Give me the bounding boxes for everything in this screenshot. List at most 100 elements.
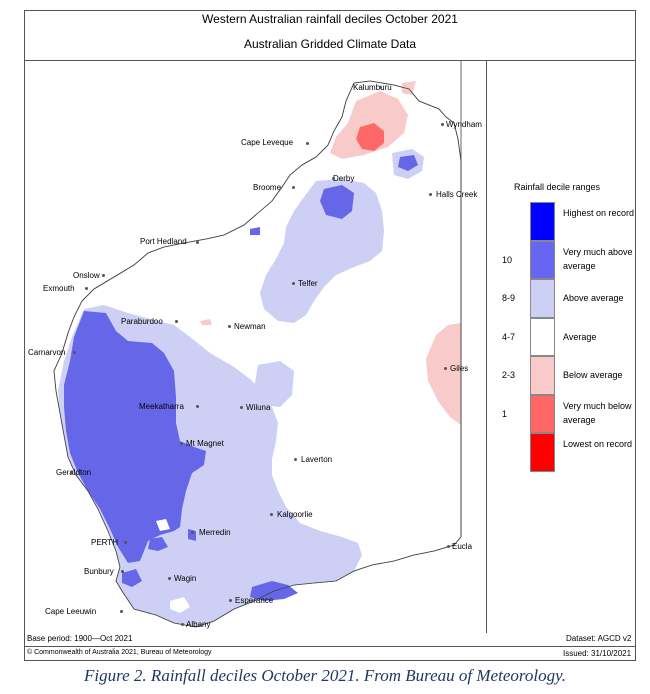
legend-swatch bbox=[530, 317, 555, 356]
average-patch-albany bbox=[170, 597, 190, 613]
place-marker-dot bbox=[181, 623, 184, 626]
place-marker-dot bbox=[73, 351, 76, 354]
very-much-above-average-bunbury bbox=[122, 569, 142, 587]
place-exmouth: Exmouth bbox=[43, 284, 75, 293]
wa-map bbox=[53, 61, 462, 628]
place-marker-dot bbox=[196, 241, 199, 244]
legend-decile-code: 1 bbox=[502, 408, 508, 419]
place-marker-dot bbox=[228, 325, 231, 328]
issued: Issued: 31/10/2021 bbox=[563, 649, 632, 658]
place-laverton: Laverton bbox=[301, 455, 333, 464]
legend-swatch bbox=[530, 433, 555, 472]
place-kalumburu: Kalumburu bbox=[353, 83, 392, 92]
legend-label: Below average bbox=[563, 370, 623, 380]
very-much-above-average-west bbox=[64, 311, 206, 563]
figure-caption: Figure 2. Rainfall deciles October 2021.… bbox=[84, 666, 566, 685]
title-box: Western Australian rainfall deciles Octo… bbox=[24, 10, 636, 61]
place-marker-dot bbox=[85, 287, 88, 290]
place-marker-dot bbox=[196, 405, 199, 408]
place-marker-dot bbox=[292, 282, 295, 285]
legend-swatch bbox=[530, 394, 555, 433]
legend-swatch bbox=[530, 356, 555, 395]
very-much-above-average-derby bbox=[320, 185, 354, 219]
place-cape-leeuwin: Cape Leeuwin bbox=[45, 607, 97, 616]
place-marker-dot bbox=[168, 577, 171, 580]
very-much-above-average-porthedland bbox=[250, 227, 260, 235]
place-mt-magnet: Mt Magnet bbox=[186, 439, 224, 448]
place-port-hedland: Port Hedland bbox=[140, 237, 187, 246]
legend-divider bbox=[486, 61, 487, 633]
legend-label: Lowest on record bbox=[563, 439, 633, 449]
below-average-kalumburu bbox=[402, 81, 416, 95]
legend-label: Very much below average bbox=[563, 400, 632, 425]
place-bunbury: Bunbury bbox=[84, 567, 114, 576]
map-title: Western Australian rainfall deciles Octo… bbox=[202, 12, 458, 26]
place-wagin: Wagin bbox=[174, 574, 197, 583]
place-marker-dot bbox=[229, 599, 232, 602]
place-onslow: Onslow bbox=[73, 271, 100, 280]
wa-coastline bbox=[53, 80, 462, 628]
place-marker-dot bbox=[441, 123, 444, 126]
place-marker-dot bbox=[102, 274, 105, 277]
below-average-giles bbox=[426, 323, 461, 425]
very-much-above-average-merredin bbox=[188, 529, 196, 541]
place-marker-dot bbox=[191, 531, 194, 534]
place-eucla: Eucla bbox=[452, 542, 473, 551]
place-marker-dot bbox=[175, 320, 178, 323]
place-halls-creek: Halls Creek bbox=[436, 190, 478, 199]
place-marker-dot bbox=[121, 570, 124, 573]
legend-label: Very much above average bbox=[563, 246, 633, 271]
place-marker-dot bbox=[447, 545, 450, 548]
place-marker-dot bbox=[120, 610, 123, 613]
place-marker-dot bbox=[292, 186, 295, 189]
place-derby: Derby bbox=[333, 174, 355, 183]
legend-decile-code: 8-9 bbox=[502, 293, 516, 303]
place-marker-dot bbox=[124, 541, 127, 544]
place-giles: Giles bbox=[450, 364, 469, 373]
place-telfer: Telfer bbox=[298, 279, 318, 288]
place-marker-dot bbox=[180, 442, 183, 445]
place-cape-leveque: Cape Leveque bbox=[241, 138, 294, 147]
place-geraldton: Geraldton bbox=[56, 468, 92, 477]
legend-title: Rainfall decile ranges bbox=[514, 182, 601, 192]
legend-decile-code: 10 bbox=[502, 254, 513, 265]
above-average-north bbox=[260, 179, 384, 323]
legend-swatch bbox=[530, 202, 555, 241]
place-carnarvon: Carnarvon bbox=[28, 348, 66, 357]
place-albany: Albany bbox=[186, 620, 211, 629]
place-esperance: Esperance bbox=[235, 596, 274, 605]
legend-label: Above average bbox=[563, 293, 624, 303]
very-much-below-average-kimberley bbox=[356, 123, 384, 151]
very-much-above-average-hallscreek bbox=[398, 155, 418, 171]
legend-swatch bbox=[530, 279, 555, 318]
place-marker-dot bbox=[70, 471, 73, 474]
place-paraburdoo: Paraburdoo bbox=[121, 317, 163, 326]
below-average-paraburdoo bbox=[200, 319, 212, 325]
legend-label: Average bbox=[563, 331, 597, 342]
legend-label: Highest on record bbox=[563, 208, 635, 218]
place-marker-dot bbox=[294, 458, 297, 461]
place-newman: Newman bbox=[234, 322, 266, 331]
place-marker-dot bbox=[306, 142, 309, 145]
place-marker-dot bbox=[332, 177, 335, 180]
above-average-wiluna bbox=[254, 361, 294, 407]
place-meekatharra: Meekatharra bbox=[139, 402, 184, 411]
base-period: Base period: 1900—Oct 2021 bbox=[27, 634, 133, 643]
map-subtitle: Australian Gridded Climate Data bbox=[243, 37, 417, 51]
very-much-above-average-perth bbox=[148, 537, 168, 551]
place-wyndham: Wyndham bbox=[446, 120, 482, 129]
place-merredin: Merredin bbox=[199, 528, 231, 537]
place-broome: Broome bbox=[253, 183, 282, 192]
copyright: © Commonwealth of Australia 2021, Bureau… bbox=[27, 649, 212, 656]
place-marker-dot bbox=[429, 193, 432, 196]
legend-swatch bbox=[530, 240, 555, 279]
place-kalgoorlie: Kalgoorlie bbox=[277, 510, 313, 519]
legend-decile-code: 4-7 bbox=[502, 331, 516, 342]
place-marker-dot bbox=[379, 86, 382, 89]
footer-divider bbox=[24, 646, 636, 647]
place-marker-dot bbox=[270, 513, 273, 516]
legend-decile-code: 2-3 bbox=[502, 370, 516, 380]
dataset: Dataset: AGCD v2 bbox=[566, 634, 632, 643]
average-patch-perth bbox=[156, 519, 170, 531]
place-perth: PERTH bbox=[91, 538, 118, 547]
